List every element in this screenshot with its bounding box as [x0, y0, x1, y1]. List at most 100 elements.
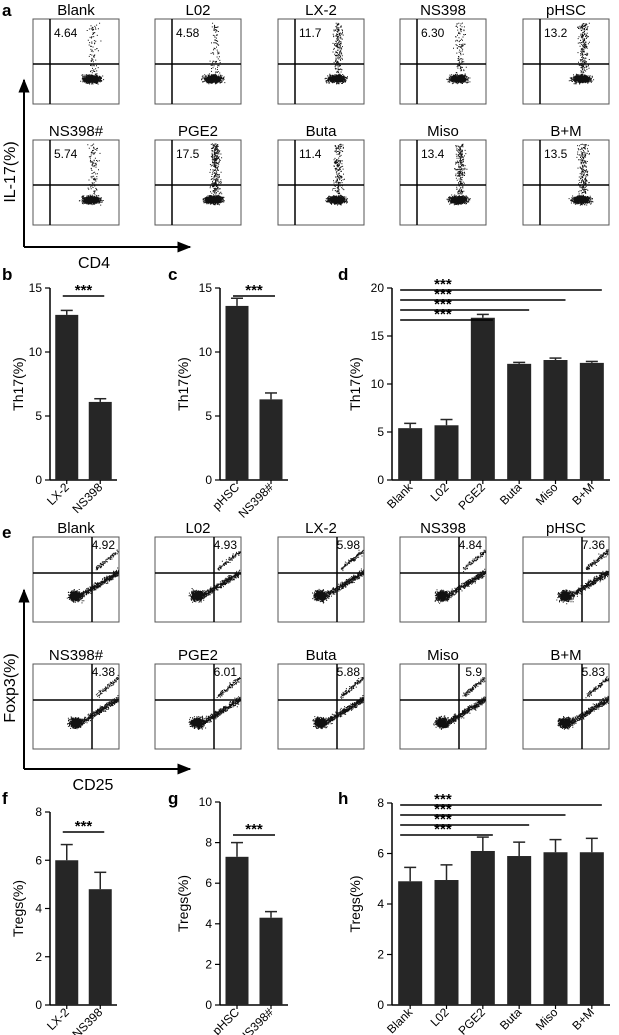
y-tick-label: 0	[35, 473, 42, 487]
y-tick-label: 0	[205, 998, 212, 1012]
significance-label: ***	[245, 282, 263, 299]
flow-scatter-dots	[67, 674, 119, 730]
x-tick-label: NS398#	[236, 480, 277, 521]
flow-plot-value: 4.58	[176, 26, 200, 40]
y-axis-label: Tregs(%)	[10, 880, 26, 937]
flow-plot-title: Buta	[306, 647, 338, 664]
flow-plot-title: L02	[185, 520, 210, 537]
flow-plot-title: NS398	[420, 2, 466, 19]
flow-plot-frame	[277, 663, 365, 750]
flow-plot: pHSC 13.2	[522, 2, 610, 105]
bar	[398, 881, 423, 1005]
flow-plot: L02 4.93	[154, 520, 242, 623]
y-tick-label: 5	[35, 409, 42, 423]
bar	[543, 360, 568, 480]
y-tick-label: 20	[371, 281, 385, 295]
flow-plot-frame	[32, 139, 120, 226]
flow-plot-frame	[399, 18, 487, 105]
y-axis-label: Tregs(%)	[175, 875, 191, 932]
bar-chart-d: 0 5 10 15 20 Th17(%) Blank L02 PGE2 Buta Miso B+M **…	[347, 276, 610, 513]
y-tick-label: 10	[29, 345, 43, 359]
flow-plot-frame	[522, 536, 610, 623]
bar	[579, 852, 604, 1005]
flow-plot-title: pHSC	[546, 520, 586, 537]
y-tick-label: 15	[371, 329, 385, 343]
bar	[507, 363, 532, 480]
bar	[398, 428, 423, 480]
x-tick-label: NS398#	[236, 1005, 277, 1035]
flow-plot-value: 5.88	[337, 665, 361, 679]
y-tick-label: 4	[205, 917, 212, 931]
bar	[55, 314, 79, 480]
flow-plot: Blank 4.64	[32, 2, 120, 105]
flow-scatter-dots	[568, 143, 594, 206]
x-tick-label: PGE2	[455, 1005, 488, 1035]
bar	[259, 399, 283, 480]
flow-plot-title: Miso	[427, 647, 459, 664]
y-tick-label: 0	[35, 998, 42, 1012]
flow-plot: Miso 13.4	[399, 123, 487, 226]
flow-plot-frame	[154, 663, 242, 750]
significance-label: ***	[75, 282, 93, 299]
flow-plot-value: 11.4	[299, 147, 322, 161]
flow-scatter-dots	[201, 22, 226, 85]
x-tick-label: LX-2	[44, 1005, 72, 1033]
x-tick-label: PGE2	[455, 480, 488, 513]
y-tick-label: 6	[205, 876, 212, 890]
flow-plot: LX-2 11.7	[277, 2, 365, 105]
flow-scatter-dots	[188, 551, 241, 603]
flow-plot: NS398 6.30	[399, 2, 487, 105]
panel-letter-e: e	[2, 523, 11, 542]
flow-plot-title: Buta	[306, 123, 338, 140]
flow-scatter-dots	[66, 549, 119, 604]
flow-plot-value: 17.5	[176, 147, 200, 161]
bar	[470, 317, 495, 480]
y-tick-label: 5	[205, 409, 212, 423]
flow-scatter-dots	[446, 22, 471, 85]
y-axis-label: Th17(%)	[10, 357, 26, 411]
y-tick-label: 10	[199, 345, 213, 359]
flow-scatter-dots	[188, 677, 241, 730]
x-tick-label: NS398	[70, 480, 106, 516]
significance-label: ***	[434, 791, 452, 808]
y-tick-label: 8	[377, 796, 384, 810]
flow-plot-title: pHSC	[546, 2, 586, 19]
flow-plot-frame	[277, 139, 365, 226]
x-tick-label: B+M	[569, 480, 597, 508]
x-tick-label: L02	[428, 480, 452, 504]
flow-plot-value: 7.36	[582, 538, 606, 552]
flow-plot-frame	[32, 18, 120, 105]
flow-plot: B+M 13.5	[522, 123, 610, 226]
x-tick-label: Buta	[497, 1005, 525, 1033]
flow-scatter-dots	[446, 143, 471, 206]
flow-plot-frame	[399, 663, 487, 750]
x-tick-label: B+M	[569, 1005, 597, 1033]
flow-plot-title: PGE2	[178, 123, 218, 140]
x-tick-label: Miso	[533, 1005, 561, 1033]
flow-e-x-label: CD25	[73, 777, 114, 794]
flow-plot-value: 4.93	[214, 538, 238, 552]
flow-plot-title: B+M	[550, 123, 581, 140]
flow-plot-title: Miso	[427, 123, 459, 140]
y-axis-label: Th17(%)	[347, 357, 363, 411]
bar	[225, 856, 249, 1005]
flow-plot-frame	[154, 139, 242, 226]
flow-plot-title: Blank	[57, 2, 95, 19]
y-tick-label: 2	[35, 950, 42, 964]
flow-plot-frame	[154, 18, 242, 105]
x-tick-label: Miso	[533, 480, 561, 508]
flow-plot: Miso 5.9	[399, 647, 487, 750]
flow-plot-title: PGE2	[178, 647, 218, 664]
flow-scatter-dots	[78, 143, 104, 206]
flow-plot: B+M5.83	[522, 647, 610, 750]
flow-plot-title: LX-2	[305, 520, 337, 537]
panel-letter-b: b	[2, 265, 12, 284]
flow-plot-value: 5.9	[465, 665, 482, 679]
flow-plot-title: NS398#	[49, 647, 104, 664]
flow-a-y-label: IL-17(%)	[2, 141, 19, 202]
